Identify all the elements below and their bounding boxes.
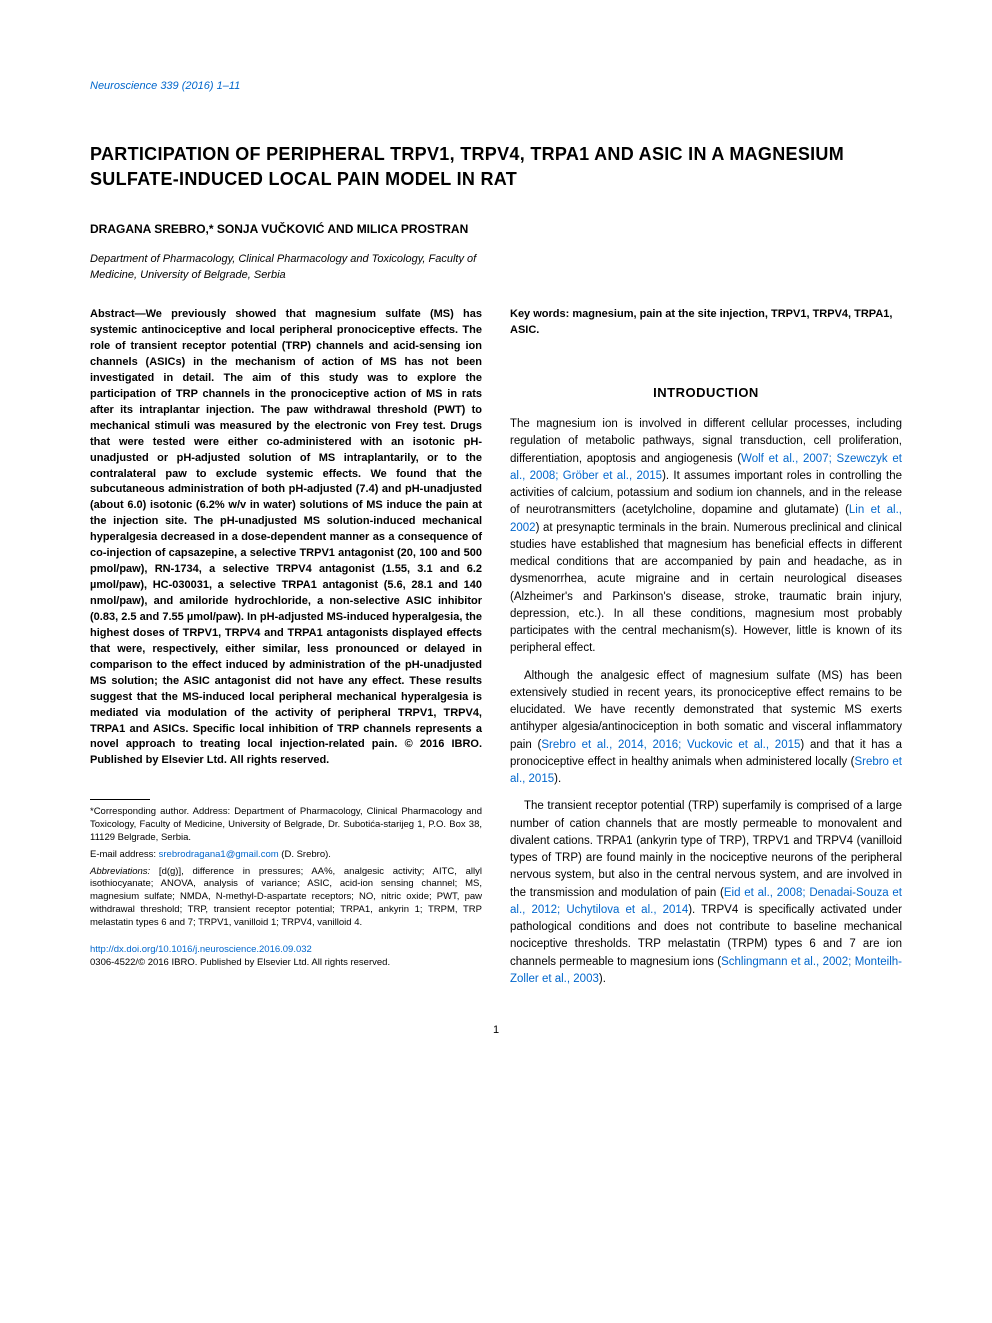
intro-paragraph-1: The magnesium ion is involved in differe… — [510, 416, 902, 658]
keywords: Key words: magnesium, pain at the site i… — [510, 307, 902, 339]
doi-link[interactable]: http://dx.doi.org/10.1016/j.neuroscience… — [90, 944, 482, 955]
right-column: Key words: magnesium, pain at the site i… — [510, 307, 902, 998]
abstract-body: We previously showed that magnesium sulf… — [90, 308, 482, 766]
intro-paragraph-3: The transient receptor potential (TRP) s… — [510, 798, 902, 988]
page-number: 1 — [90, 1024, 902, 1036]
corresponding-author-footnote: *Corresponding author. Address: Departme… — [90, 806, 482, 844]
p1-text-c: ) at presynaptic terminals in the brain.… — [510, 522, 902, 655]
email-address[interactable]: srebrodragana1@gmail.com — [159, 849, 279, 860]
affiliation: Department of Pharmacology, Clinical Pha… — [90, 252, 480, 283]
p3-text-a: The transient receptor potential (TRP) s… — [510, 800, 902, 898]
journal-reference: Neuroscience 339 (2016) 1–11 — [90, 80, 902, 92]
abbrev-label: Abbreviations: — [90, 866, 150, 877]
email-label: E-mail address: — [90, 849, 159, 860]
abstract-lead: Abstract— — [90, 308, 146, 320]
introduction-heading: INTRODUCTION — [510, 385, 902, 400]
authors: DRAGANA SREBRO,* SONJA VUČKOVIĆ AND MILI… — [90, 220, 902, 238]
p2-text-c: ). — [554, 773, 561, 785]
p3-text-c: ). — [599, 973, 606, 985]
copyright-line: 0306-4522/© 2016 IBRO. Published by Else… — [90, 957, 482, 968]
two-column-layout: Abstract—We previously showed that magne… — [90, 307, 902, 998]
abbreviations-footnote: Abbreviations: [d(g)], difference in pre… — [90, 866, 482, 930]
article-title: PARTICIPATION OF PERIPHERAL TRPV1, TRPV4… — [90, 142, 902, 192]
intro-paragraph-2: Although the analgesic effect of magnesi… — [510, 668, 902, 789]
footnote-separator — [90, 799, 150, 800]
abstract: Abstract—We previously showed that magne… — [90, 307, 482, 769]
left-column: Abstract—We previously showed that magne… — [90, 307, 482, 998]
email-tail: (D. Srebro). — [279, 849, 331, 860]
p2-citation-1[interactable]: Srebro et al., 2014, 2016; Vuckovic et a… — [541, 739, 800, 751]
email-footnote: E-mail address: srebrodragana1@gmail.com… — [90, 849, 482, 862]
